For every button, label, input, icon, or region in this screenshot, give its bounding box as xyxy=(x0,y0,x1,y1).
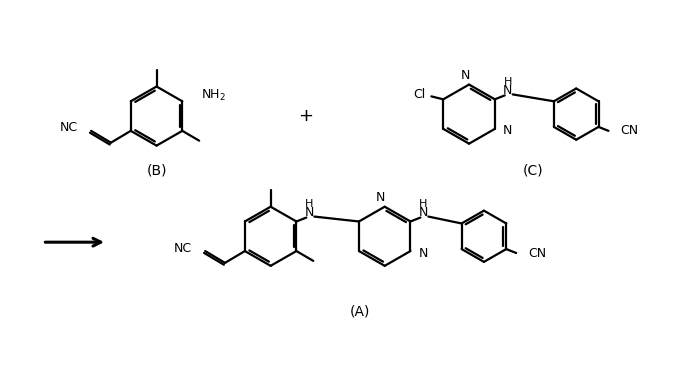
Text: N: N xyxy=(419,206,428,219)
Text: N: N xyxy=(419,246,428,259)
Text: H: H xyxy=(419,199,428,209)
Text: Cl: Cl xyxy=(413,88,426,101)
Text: CN: CN xyxy=(528,246,546,259)
Text: N: N xyxy=(503,124,512,137)
Text: NH$_2$: NH$_2$ xyxy=(201,88,226,103)
Text: NC: NC xyxy=(174,242,193,255)
Text: NC: NC xyxy=(60,122,78,134)
Text: CN: CN xyxy=(620,124,638,137)
Text: (B): (B) xyxy=(146,163,167,177)
Text: H: H xyxy=(305,199,314,209)
Text: N: N xyxy=(461,69,470,82)
Text: H: H xyxy=(503,76,512,87)
Text: (A): (A) xyxy=(350,304,370,318)
Text: N: N xyxy=(503,84,512,97)
Text: N: N xyxy=(376,191,386,204)
Text: N: N xyxy=(304,206,314,219)
Text: (C): (C) xyxy=(523,163,544,177)
Text: +: + xyxy=(298,107,313,125)
